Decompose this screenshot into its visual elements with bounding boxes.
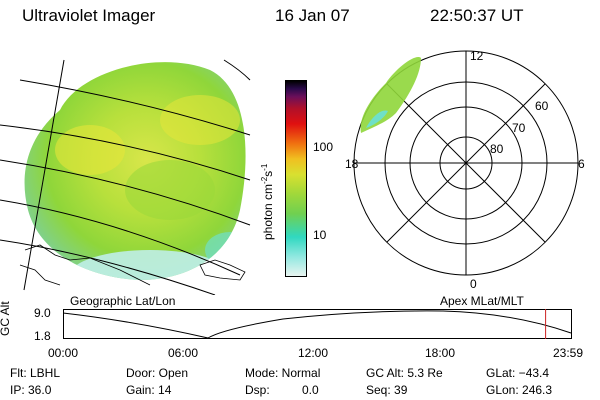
app-title: Ultraviolet Imager bbox=[22, 6, 156, 25]
door-info: Door: Open bbox=[126, 366, 189, 380]
mlat-label-80: 80 bbox=[490, 142, 504, 156]
polar-mlt-plot: 12 18 6 0 60 70 80 bbox=[345, 49, 585, 291]
dsp-value: 0.0 bbox=[302, 383, 319, 397]
orbit-y-top: 9.0 bbox=[34, 306, 51, 320]
x-tick-3: 18:00 bbox=[425, 346, 456, 360]
time-label: 22:50:37 UT bbox=[430, 6, 524, 25]
x-tick-2: 12:00 bbox=[298, 346, 329, 360]
geographic-label: Geographic Lat/Lon bbox=[70, 294, 176, 308]
glat-info: GLat: −43.4 bbox=[486, 366, 550, 380]
orbit-y-bottom: 1.8 bbox=[34, 329, 51, 343]
colorbar-tick-100: 100 bbox=[313, 140, 334, 154]
altitude-curve bbox=[63, 310, 572, 339]
x-tick-0: 00:00 bbox=[48, 346, 79, 360]
orbit-altitude-plot bbox=[63, 309, 572, 339]
mlat-label-60: 60 bbox=[535, 99, 549, 113]
mlt-label-12: 12 bbox=[470, 49, 484, 63]
x-tick-4: 23:59 bbox=[553, 346, 584, 360]
auroral-emission bbox=[360, 57, 421, 133]
mode-info: Mode: Normal bbox=[245, 366, 321, 380]
mlat-label-70: 70 bbox=[512, 121, 526, 135]
gain-info: Gain: 14 bbox=[126, 383, 172, 397]
mlt-label-0: 0 bbox=[470, 277, 477, 291]
colorbar bbox=[285, 80, 307, 277]
gc-alt-info: GC Alt: 5.3 Re bbox=[366, 366, 443, 380]
filter-info: Flt: LBHL bbox=[10, 366, 61, 380]
mlt-label-18: 18 bbox=[345, 157, 359, 171]
dsp-label: Dsp: bbox=[245, 383, 270, 397]
x-tick-1: 06:00 bbox=[168, 346, 199, 360]
orbit-y-label: GC Alt bbox=[0, 301, 12, 336]
coastline bbox=[19, 244, 246, 286]
glon-info: GLon: 246.3 bbox=[486, 383, 553, 397]
mlt-label-6: 6 bbox=[578, 157, 585, 171]
colorbar-tick-10: 10 bbox=[313, 228, 327, 242]
ip-info: IP: 36.0 bbox=[10, 383, 52, 397]
geographic-image bbox=[0, 59, 251, 295]
colorbar-unit-label: photon cm-2s-1 bbox=[260, 163, 275, 240]
date-label: 16 Jan 07 bbox=[275, 6, 350, 25]
seq-info: Seq: 39 bbox=[366, 383, 408, 397]
apex-label: Apex MLat/MLT bbox=[440, 294, 524, 308]
